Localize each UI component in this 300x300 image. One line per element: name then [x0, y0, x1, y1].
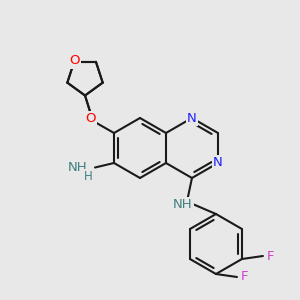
- Text: O: O: [85, 112, 95, 125]
- Text: N: N: [213, 157, 223, 169]
- Text: F: F: [241, 271, 249, 284]
- Text: H: H: [84, 170, 92, 183]
- Text: O: O: [69, 54, 79, 68]
- Text: F: F: [267, 250, 275, 262]
- Text: NH: NH: [173, 199, 193, 212]
- Text: N: N: [187, 112, 197, 124]
- Text: NH: NH: [68, 161, 87, 174]
